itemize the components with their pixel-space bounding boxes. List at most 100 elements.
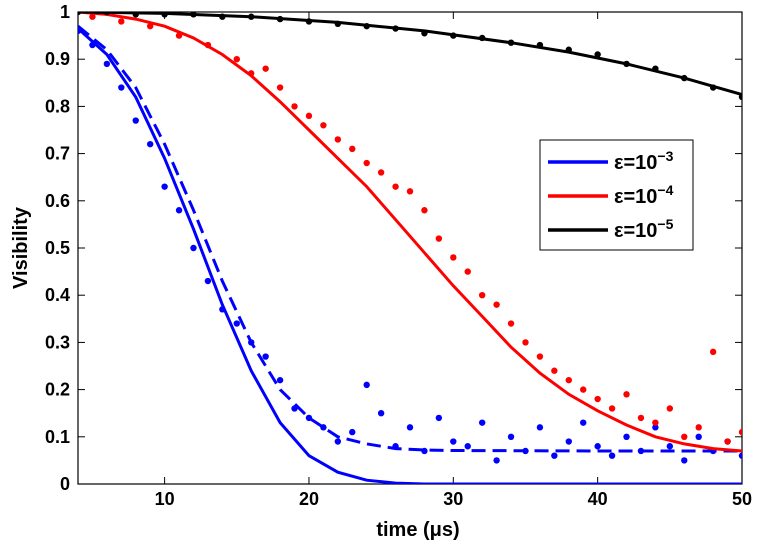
data-point <box>118 84 125 91</box>
y-tick-label: 0.5 <box>45 238 70 258</box>
data-point <box>623 433 630 440</box>
x-tick-label: 50 <box>732 489 752 509</box>
y-tick-label: 0.8 <box>45 96 70 116</box>
data-point <box>377 410 385 417</box>
data-point <box>276 376 284 384</box>
data-point <box>334 136 342 143</box>
data-point <box>146 140 154 148</box>
data-point <box>695 424 702 431</box>
data-point <box>262 353 269 360</box>
data-point <box>103 60 111 68</box>
fit-line <box>78 12 742 453</box>
data-point <box>738 428 742 436</box>
y-tick-label: 0.9 <box>45 49 70 69</box>
data-point <box>580 419 587 426</box>
y-tick-label: 0.1 <box>45 427 70 447</box>
y-axis-label: Visibility <box>10 206 32 289</box>
data-point <box>132 117 139 124</box>
legend: ε=10−3 ε=10−4 ε=10−5 <box>539 139 694 251</box>
data-point <box>392 183 399 190</box>
x-axis-label: time (μs) <box>376 519 459 541</box>
data-point <box>204 277 212 285</box>
fit-line <box>78 27 742 484</box>
data-point <box>709 348 717 356</box>
data-point <box>565 438 572 445</box>
data-point <box>450 438 457 445</box>
data-point <box>478 419 486 426</box>
data-point <box>349 428 356 436</box>
data-point <box>507 433 515 440</box>
data-point <box>435 235 443 242</box>
data-point <box>464 268 471 275</box>
series-2 <box>78 12 742 101</box>
data-point <box>536 353 544 360</box>
plot-area <box>78 12 742 484</box>
y-tick-label: 0.6 <box>45 191 70 211</box>
data-point <box>666 443 674 450</box>
data-point <box>305 112 313 120</box>
y-tick-label: 0.7 <box>45 144 70 164</box>
data-point <box>608 452 616 459</box>
data-point <box>435 414 443 422</box>
data-point <box>580 386 587 393</box>
data-point <box>349 145 356 153</box>
data-point <box>320 122 327 129</box>
data-point <box>536 424 544 431</box>
data-point <box>377 169 385 176</box>
data-point <box>652 419 659 426</box>
data-point <box>608 405 616 412</box>
data-point <box>291 103 298 110</box>
data-point <box>406 424 414 431</box>
data-point <box>594 443 601 450</box>
legend-label: ε=10−4 <box>614 182 674 208</box>
y-tick-label: 0.4 <box>45 285 70 305</box>
data-point <box>478 292 486 299</box>
data-point <box>464 443 471 450</box>
x-tick-label: 40 <box>588 489 608 509</box>
data-point <box>118 18 125 25</box>
y-tick-label: 0.2 <box>45 380 70 400</box>
series-0 <box>78 25 742 484</box>
data-point <box>681 433 688 440</box>
data-point <box>551 367 558 374</box>
data-point <box>637 414 645 422</box>
data-point <box>233 320 240 327</box>
fit-line <box>78 12 742 97</box>
data-point <box>681 457 688 464</box>
data-point <box>522 339 529 346</box>
data-point <box>421 447 428 455</box>
series-1 <box>78 12 742 453</box>
data-point <box>363 381 370 389</box>
legend-label: ε=10−3 <box>614 148 674 174</box>
data-point <box>262 65 269 72</box>
data-point <box>565 376 572 384</box>
x-tick-label: 10 <box>155 489 175 509</box>
data-point <box>594 51 601 58</box>
data-point <box>738 452 742 459</box>
data-point <box>666 405 674 412</box>
fit-line-dashed <box>78 25 742 453</box>
data-point <box>334 438 342 445</box>
x-tick-label: 20 <box>299 489 319 509</box>
data-point <box>233 56 240 63</box>
x-tick-label: 30 <box>443 489 463 509</box>
data-point <box>276 84 284 91</box>
data-point <box>493 457 500 464</box>
data-point <box>623 391 630 398</box>
data-point <box>695 433 702 440</box>
data-point <box>363 159 370 167</box>
data-point <box>724 438 731 445</box>
data-point <box>450 254 457 261</box>
data-point <box>421 207 428 214</box>
data-point <box>89 13 96 20</box>
legend-label: ε=10−5 <box>614 216 674 242</box>
data-point <box>493 301 500 308</box>
data-point <box>507 320 515 327</box>
y-tick-label: 0 <box>60 474 70 494</box>
data-point <box>594 395 601 403</box>
data-point <box>406 188 414 195</box>
y-tick-label: 0.3 <box>45 332 70 352</box>
data-point <box>175 207 183 214</box>
data-point <box>190 244 197 252</box>
